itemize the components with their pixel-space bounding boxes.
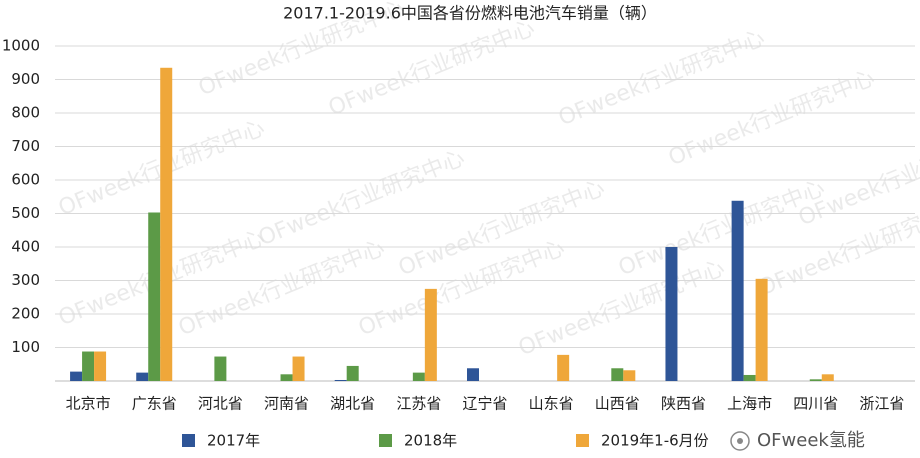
bar xyxy=(82,351,95,381)
bar xyxy=(94,351,107,381)
y-tick-label: 600 xyxy=(11,171,40,189)
brand-icon xyxy=(730,431,750,451)
legend-label: 2017年 xyxy=(207,432,260,450)
watermark: OFweek行业研究中心 xyxy=(665,66,878,172)
x-tick-label: 上海市 xyxy=(727,395,772,413)
brand: OFweek氢能 xyxy=(757,430,865,451)
watermarks: OFweek行业研究中心OFweek行业研究中心OFweek行业研究中心OFwe… xyxy=(55,0,920,361)
x-tick-label: 浙江省 xyxy=(859,395,904,413)
y-tick-label: 400 xyxy=(11,238,40,256)
x-tick-label: 四川省 xyxy=(793,395,838,413)
y-tick-label: 800 xyxy=(11,104,40,122)
y-tick-label: 100 xyxy=(11,338,40,356)
x-tick-label: 河北省 xyxy=(198,395,243,413)
bar xyxy=(821,374,834,381)
y-tick-label: 900 xyxy=(11,70,40,88)
y-tick-label: 700 xyxy=(11,137,40,155)
x-tick-label: 北京市 xyxy=(66,395,111,413)
chart-title: 2017.1-2019.6中国各省份燃料电池汽车销量（辆） xyxy=(283,4,657,23)
bar xyxy=(424,288,437,381)
legend-swatch xyxy=(182,434,195,447)
bar xyxy=(346,365,359,381)
watermark: OFweek行业研究中心 xyxy=(555,26,768,132)
x-tick-label: 陕西省 xyxy=(661,395,706,413)
y-tick-label: 500 xyxy=(11,204,40,222)
x-tick-label: 河南省 xyxy=(264,395,309,413)
bar xyxy=(136,372,149,381)
bar xyxy=(557,354,570,381)
y-tick-label: 1000 xyxy=(2,37,40,55)
bar xyxy=(665,247,678,381)
x-tick-label: 山东省 xyxy=(529,395,574,413)
x-tick-label: 辽宁省 xyxy=(462,395,507,413)
watermark: OFweek行业研究中心 xyxy=(255,146,468,252)
bar xyxy=(70,371,83,381)
bar xyxy=(467,368,479,381)
x-tick-label: 江苏省 xyxy=(396,395,441,413)
legend-swatch xyxy=(379,434,392,447)
bar xyxy=(611,368,624,381)
y-tick-label: 200 xyxy=(11,305,40,323)
legend-label: 2019年1-6月份 xyxy=(601,432,709,450)
legend-label: 2018年 xyxy=(404,432,457,450)
x-tick-label: 山西省 xyxy=(595,395,640,413)
legend-swatch xyxy=(576,434,589,447)
bar xyxy=(160,67,173,382)
bar xyxy=(334,379,347,381)
bar xyxy=(292,356,305,381)
y-tick-label: 300 xyxy=(11,271,40,289)
x-tick-label: 广东省 xyxy=(132,395,177,413)
bar xyxy=(731,200,744,381)
bar xyxy=(148,212,161,381)
bar xyxy=(809,379,822,381)
bar xyxy=(412,372,425,381)
bar xyxy=(280,374,293,381)
bar xyxy=(623,370,636,381)
bar xyxy=(755,278,768,381)
x-tick-label: 湖北省 xyxy=(330,395,375,413)
bar xyxy=(214,356,227,381)
bar xyxy=(743,374,756,381)
